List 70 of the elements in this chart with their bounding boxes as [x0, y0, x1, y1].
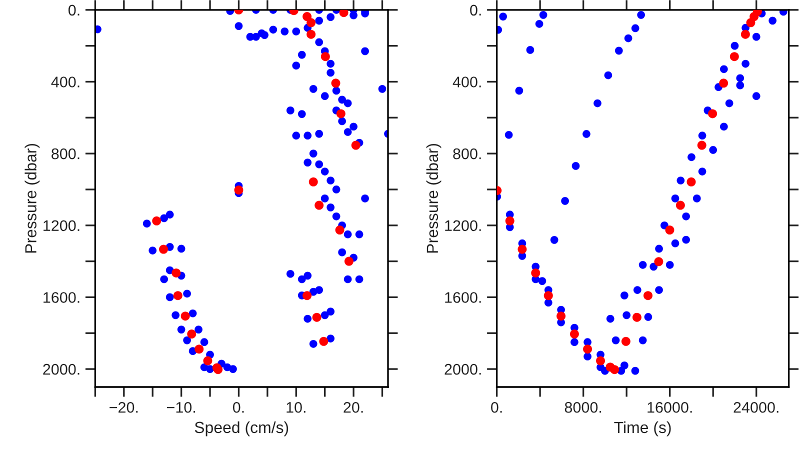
point — [172, 268, 181, 278]
x-tick-label: −20. — [110, 402, 138, 413]
point — [312, 312, 322, 322]
point — [351, 140, 360, 150]
point — [302, 291, 312, 300]
y-tick-label: 800. — [52, 148, 80, 160]
y-tick-label: 2000. — [43, 364, 80, 375]
x-tick-label: 8000. — [564, 402, 602, 413]
point — [643, 291, 652, 300]
x-tick-label: 24000. — [734, 402, 778, 413]
point — [654, 257, 664, 266]
point — [610, 365, 620, 374]
point — [302, 12, 312, 22]
point — [180, 312, 190, 321]
point — [335, 226, 344, 235]
x-axis-title: Time (s) — [614, 421, 671, 436]
y-tick-label: 2000. — [444, 364, 481, 375]
point — [306, 30, 316, 39]
point — [344, 256, 354, 266]
point — [596, 356, 606, 366]
y-tick-label: 1600. — [44, 292, 80, 303]
point — [320, 52, 330, 62]
point — [339, 10, 348, 18]
point — [319, 336, 328, 346]
point — [159, 244, 168, 254]
point — [306, 18, 316, 28]
y-tick-label: 0. — [68, 4, 80, 16]
point — [173, 291, 182, 300]
point — [314, 200, 324, 210]
point — [331, 78, 340, 88]
point — [336, 109, 346, 118]
point — [308, 177, 318, 186]
point — [740, 30, 750, 39]
y-axis-title: Pressure (dbar) — [24, 144, 40, 253]
point — [719, 78, 728, 88]
point — [518, 244, 527, 254]
point — [583, 344, 592, 354]
point — [544, 291, 553, 300]
y-tick-label: 400. — [452, 76, 481, 88]
point — [531, 268, 540, 278]
point — [187, 330, 196, 339]
x-tick-label: 0. — [491, 402, 502, 413]
point — [570, 330, 579, 339]
y-tick-label: 1600. — [445, 292, 481, 303]
point — [152, 216, 162, 226]
x-tick-label: −10. — [166, 402, 196, 413]
point — [665, 226, 674, 235]
point — [708, 109, 718, 118]
point — [556, 312, 566, 321]
point — [203, 356, 212, 366]
point — [730, 52, 739, 62]
y-tick-label: 800. — [453, 148, 481, 160]
x-axis-title: Speed (cm/s) — [194, 421, 288, 436]
y-tick-label: 0. — [470, 4, 481, 16]
point — [234, 186, 244, 195]
point — [697, 140, 706, 150]
y-axis-title: Pressure (dbar) — [426, 144, 442, 253]
x-tick-label: 20. — [344, 402, 363, 413]
x-tick-label: 10. — [286, 402, 306, 413]
point — [621, 336, 630, 346]
x-tick-label: 0. — [232, 402, 244, 413]
y-tick-label: 400. — [51, 76, 80, 88]
point — [505, 216, 514, 226]
point — [632, 312, 642, 322]
x-tick-label: 16000. — [648, 402, 692, 413]
point — [194, 344, 204, 354]
point — [686, 177, 696, 186]
point — [676, 200, 685, 210]
y-tick-label: 1200. — [44, 220, 80, 232]
y-tick-label: 1200. — [445, 220, 481, 232]
